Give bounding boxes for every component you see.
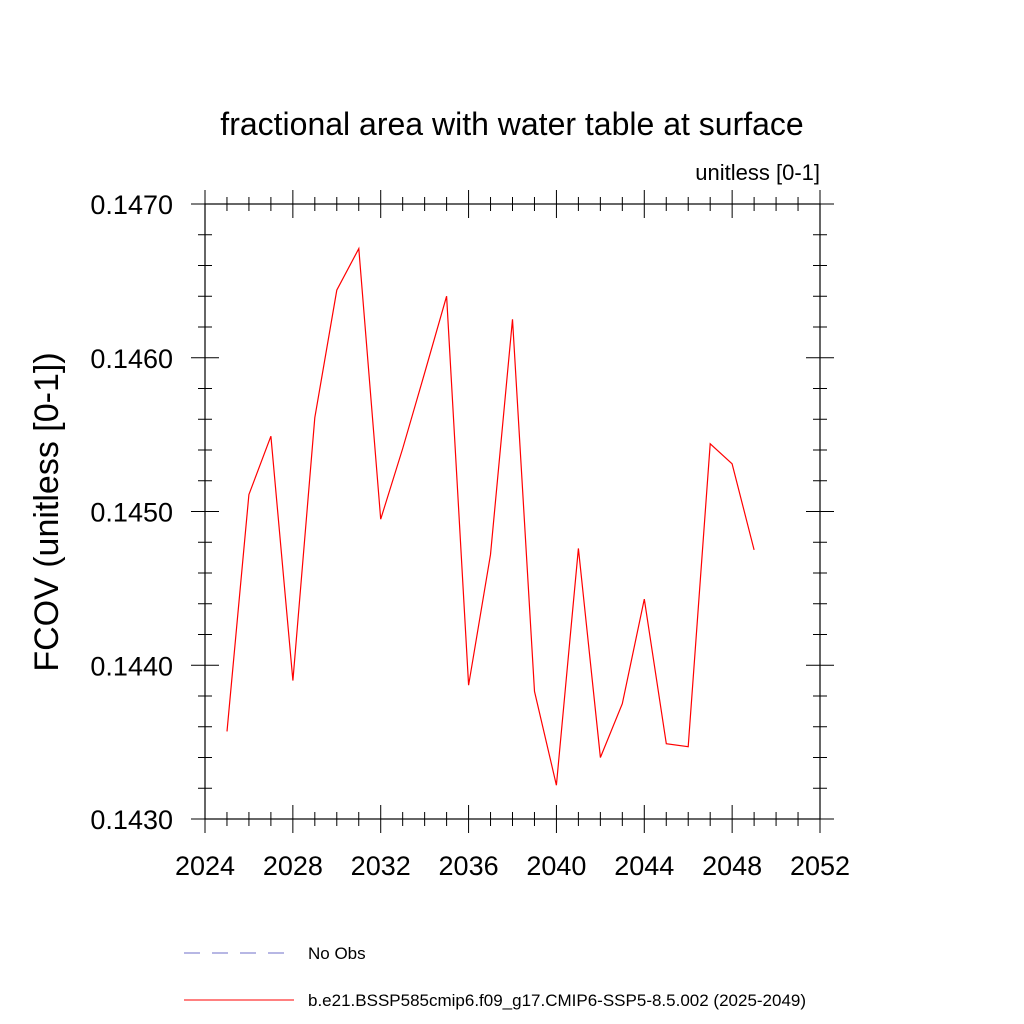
x-tick-label: 2052 — [790, 851, 850, 881]
axis-tick-labels: 2024 2028 2032 2036 2040 2044 2048 2052 0.1430 0.… — [90, 190, 850, 881]
y-tick-label: 0.1440 — [90, 651, 173, 681]
y-tick-label: 0.1460 — [90, 344, 173, 374]
y-tick-label: 0.1470 — [90, 190, 173, 220]
x-tick-label: 2044 — [614, 851, 674, 881]
chart-subtitle: unitless [0-1] — [695, 160, 820, 185]
chart-title: fractional area with water table at surf… — [220, 106, 803, 142]
y-axis-label: FCOV (unitless [0-1]) — [28, 352, 66, 671]
legend-label: b.e21.BSSP585cmip6.f09_g17.CMIP6-SSP5-8.… — [308, 991, 806, 1010]
series-layer — [226, 246, 755, 786]
legend-label: No Obs — [308, 944, 366, 963]
plot-frame — [204, 203, 821, 820]
series-line — [226, 246, 755, 786]
y-tick-label: 0.1450 — [90, 498, 173, 528]
axis-ticks — [191, 190, 834, 833]
x-tick-label: 2028 — [263, 851, 323, 881]
legend: No Obs b.e21.BSSP585cmip6.f09_g17.CMIP6-S… — [184, 944, 806, 1010]
x-tick-label: 2024 — [175, 851, 235, 881]
x-tick-label: 2036 — [439, 851, 499, 881]
x-tick-label: 2032 — [351, 851, 411, 881]
x-tick-label: 2040 — [526, 851, 586, 881]
x-tick-label: 2048 — [702, 851, 762, 881]
y-tick-label: 0.1430 — [90, 805, 173, 835]
